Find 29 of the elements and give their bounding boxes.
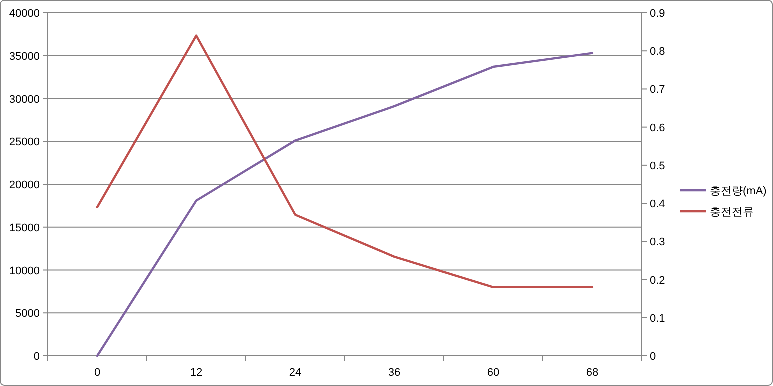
- y-tick-label: 5000: [16, 308, 40, 320]
- x-tick-label: 36: [388, 367, 401, 379]
- y-tick-label: 15000: [9, 222, 40, 234]
- line-series: [96, 34, 594, 289]
- x-tick-label: 60: [487, 367, 500, 379]
- y-tick-label: 20000: [9, 180, 40, 192]
- y-tick-label: 40000: [9, 8, 40, 20]
- y2-tick-label: 0: [650, 351, 656, 363]
- y2-tick-label: 0.8: [650, 46, 666, 58]
- y-tick-label: 30000: [9, 94, 40, 106]
- x-tick-label: 24: [289, 367, 302, 379]
- y2-tick-label: 0.9: [650, 8, 666, 20]
- y-tick-label: 35000: [9, 50, 40, 63]
- y2-tick-label: 0.5: [650, 160, 666, 172]
- y2-tick-label: 0.7: [650, 84, 666, 96]
- y2-tick-label: 0.1: [650, 312, 666, 325]
- y2-tick-label: 0.3: [650, 236, 666, 249]
- y-tick-label: 0: [34, 351, 40, 363]
- x-tick-label: 68: [586, 367, 599, 379]
- legend-label: 충전전류: [710, 206, 754, 218]
- line-series: [96, 52, 594, 358]
- y-tick-label: 25000: [9, 136, 40, 149]
- legend-label: 충전량(mA): [710, 186, 767, 198]
- y-tick-label: 10000: [9, 265, 40, 278]
- y2-tick-label: 0.2: [650, 274, 666, 287]
- x-tick-label: 12: [190, 367, 203, 379]
- y2-tick-label: 0.4: [650, 198, 666, 211]
- x-tick-label: 0: [94, 367, 101, 379]
- y2-tick-label: 0.6: [650, 122, 666, 134]
